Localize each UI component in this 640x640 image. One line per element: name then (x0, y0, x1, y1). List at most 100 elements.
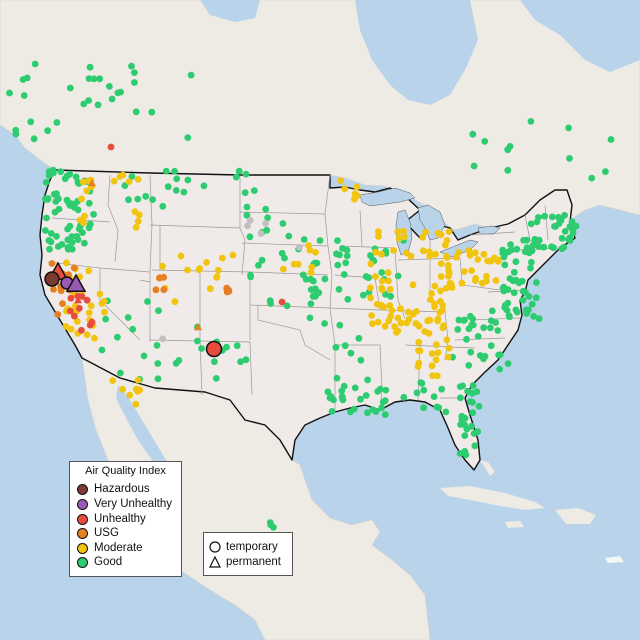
good-point (64, 245, 72, 253)
good-point (355, 334, 363, 342)
good-point (53, 233, 60, 240)
good-point (467, 348, 475, 356)
good-point (527, 220, 535, 228)
good-point (184, 176, 192, 184)
unhealthy-point (83, 296, 91, 304)
good-point (324, 388, 332, 396)
state-borders (47, 174, 561, 412)
good-point (262, 205, 270, 213)
good-point (144, 298, 151, 305)
good-point (49, 166, 57, 174)
good-point (316, 237, 324, 244)
good-point (351, 384, 359, 392)
good-point (66, 84, 74, 92)
good-point (469, 409, 477, 417)
moderate-point (119, 385, 126, 393)
moderate-point (159, 262, 166, 270)
good-point (469, 382, 477, 389)
good-point (74, 206, 82, 214)
no-data-point (296, 244, 303, 251)
usg-point (70, 264, 78, 272)
moderate-point (460, 268, 468, 275)
good-point (525, 293, 533, 300)
moderate-point (80, 178, 87, 186)
good-point (513, 245, 521, 253)
good-point (468, 389, 476, 397)
moderate-point (492, 277, 500, 284)
good-point (155, 307, 162, 315)
unhealthy-point (67, 307, 74, 315)
good-point (98, 346, 106, 354)
usg-point (59, 300, 66, 307)
good-point (487, 342, 495, 350)
good-point (372, 408, 380, 415)
moderate-point (100, 298, 108, 305)
usg-point (160, 286, 168, 294)
good-point (72, 173, 80, 181)
moderate-point (422, 228, 430, 236)
good-point (310, 277, 317, 285)
good-point (607, 136, 615, 143)
moderate-point (375, 228, 382, 236)
good-point (250, 187, 258, 195)
good-point (243, 203, 251, 211)
good-point (374, 388, 382, 395)
good-point (520, 236, 527, 244)
lake-erie (439, 239, 479, 258)
moderate-point (426, 248, 433, 256)
hudson-bay (355, 0, 478, 105)
good-point (468, 321, 475, 329)
good-point (530, 312, 537, 320)
good-point (172, 359, 180, 367)
moderate-point (416, 347, 424, 355)
good-point (548, 213, 556, 221)
good-point (96, 75, 104, 83)
good-point (566, 155, 573, 162)
good-point (242, 170, 250, 178)
good-point (132, 108, 140, 116)
legend-item-usg: USG (77, 526, 119, 540)
moderate-point (109, 377, 117, 384)
moderate-point (369, 320, 376, 328)
good-point (336, 321, 344, 329)
good-point (504, 360, 512, 367)
legend-label: Unhealthy (94, 513, 146, 525)
good-point (336, 251, 343, 259)
good-point (68, 233, 76, 240)
good-point (108, 95, 116, 103)
moderate-point (87, 302, 95, 310)
good-point (114, 333, 121, 341)
good-point (328, 408, 336, 415)
good-point (469, 130, 477, 138)
usg-point (152, 286, 160, 294)
good-point (518, 277, 526, 285)
moderate-point (85, 267, 93, 275)
good-point (102, 315, 110, 323)
moderate-point (483, 273, 490, 280)
moderate-swatch-icon (77, 542, 88, 554)
good-point (506, 143, 514, 150)
good-point (180, 188, 188, 196)
moderate-point (444, 353, 452, 361)
moderate-point (83, 331, 91, 339)
good-point (475, 402, 483, 410)
moderate-point (437, 297, 444, 305)
moderate-point (405, 316, 413, 323)
good-point (461, 316, 468, 324)
moderate-point (443, 237, 451, 244)
good-point (339, 394, 346, 402)
legend-title: Air Quality Index (85, 465, 166, 477)
good-point (467, 312, 474, 320)
good-point (20, 92, 28, 99)
moderate-point (474, 256, 482, 263)
good-point (454, 326, 462, 333)
good-point (480, 355, 487, 363)
moderate-point (73, 318, 81, 325)
good-point (567, 223, 575, 231)
good-point (117, 88, 124, 96)
moderate-point (415, 359, 423, 367)
good-point (125, 196, 132, 204)
good-point (572, 222, 580, 230)
good-point (235, 167, 243, 175)
good-point (457, 421, 464, 428)
